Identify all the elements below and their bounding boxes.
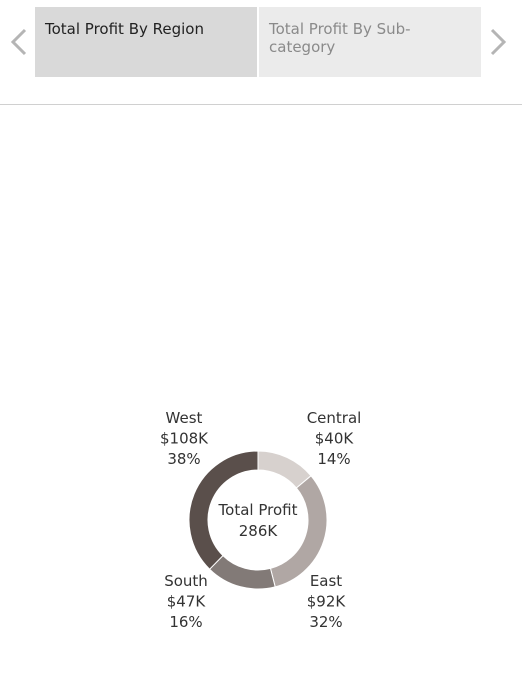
divider xyxy=(0,104,522,105)
slice-central-value-label: $40K xyxy=(315,430,355,448)
donut-slice-west[interactable] xyxy=(188,450,259,570)
slice-south-value-label: $47K xyxy=(167,593,207,611)
slice-south-percent-label: 16% xyxy=(169,613,202,631)
slice-east-percent-label: 32% xyxy=(309,613,342,631)
slice-west-name: West xyxy=(166,409,203,427)
center-value: 286K xyxy=(239,522,279,540)
slice-central-percent-label: 14% xyxy=(317,450,350,468)
tab-total-profit-by-sub-category[interactable]: Total Profit By Sub-category xyxy=(259,7,481,77)
slice-south-name: South xyxy=(164,572,208,590)
slice-east-value-label: $92K xyxy=(307,593,347,611)
chevron-left-icon[interactable] xyxy=(5,22,35,62)
tab-total-profit-by-region[interactable]: Total Profit By Region xyxy=(35,7,257,77)
slice-east-name: East xyxy=(310,572,342,590)
center-label: Total Profit xyxy=(218,501,298,519)
donut-slice-east[interactable] xyxy=(269,475,328,588)
tab-label: Total Profit By Sub-category xyxy=(269,20,411,56)
donut-slice-south[interactable] xyxy=(208,554,276,590)
slice-west-value-label: $108K xyxy=(160,430,209,448)
slice-central-name: Central xyxy=(307,409,362,427)
slice-west-percent-label: 38% xyxy=(167,450,200,468)
tab-label: Total Profit By Region xyxy=(45,20,204,38)
chevron-right-icon[interactable] xyxy=(484,22,514,62)
